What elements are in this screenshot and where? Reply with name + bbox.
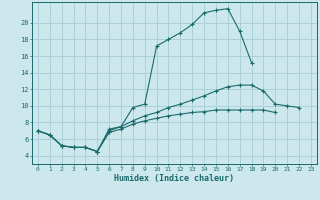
X-axis label: Humidex (Indice chaleur): Humidex (Indice chaleur) — [115, 174, 234, 183]
